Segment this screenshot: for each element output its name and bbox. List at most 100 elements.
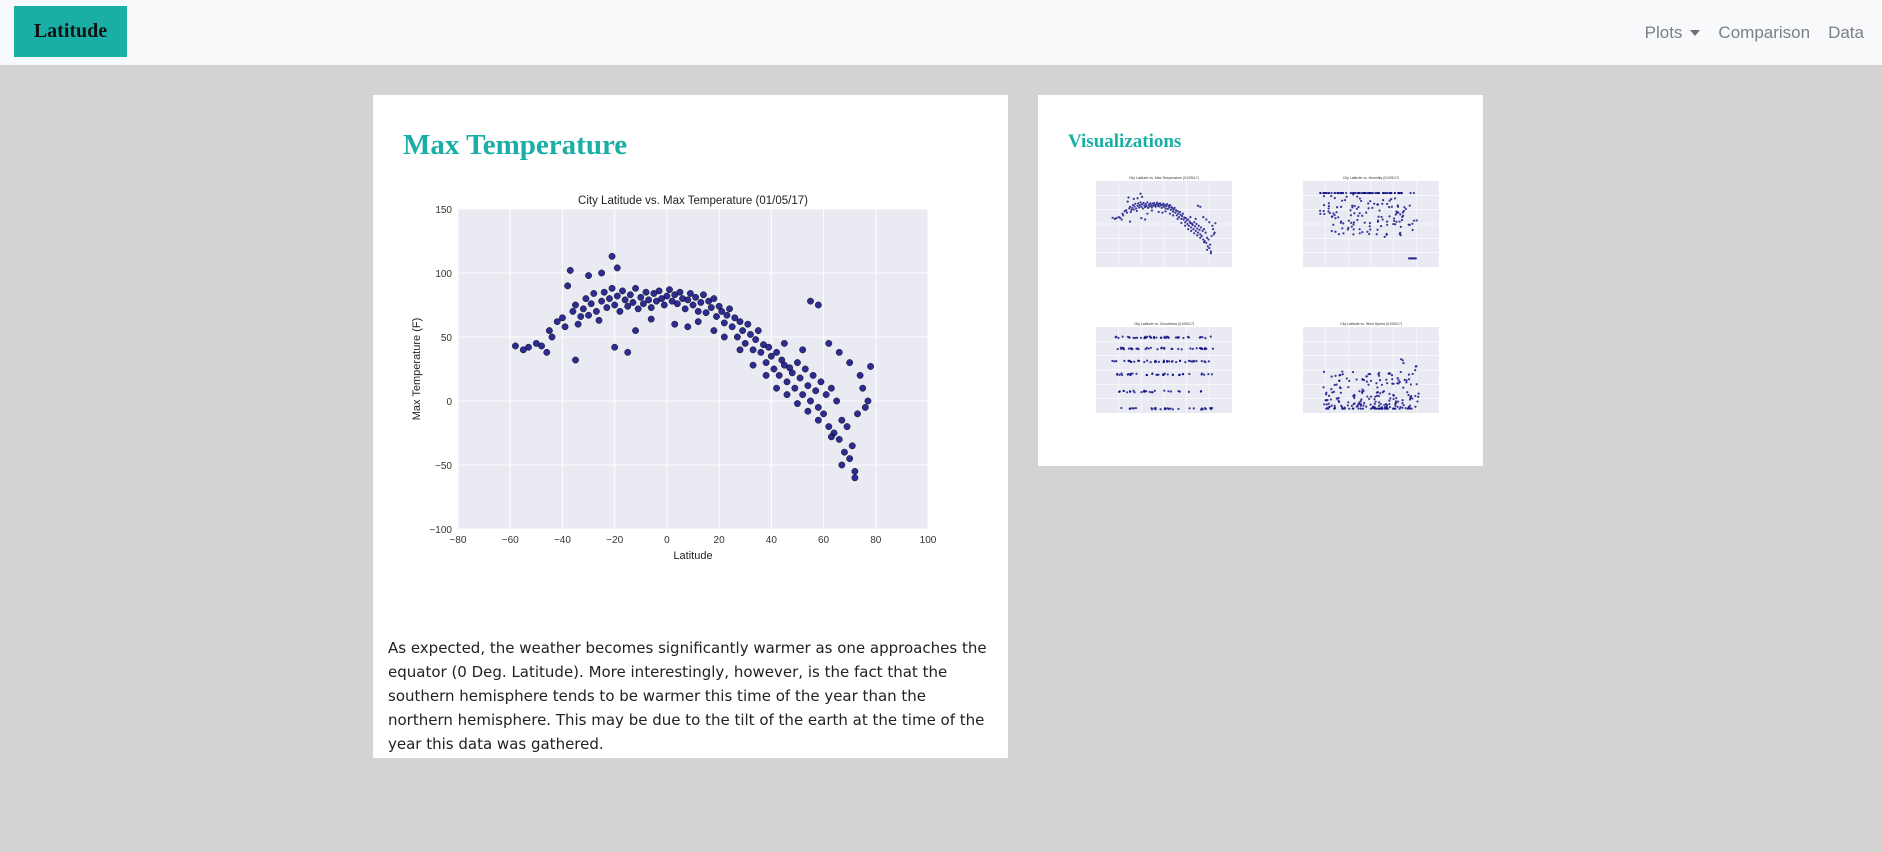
thumbnail-data-point [1319, 212, 1322, 215]
thumbnail-data-point [1393, 197, 1397, 200]
thumbnail-data-point [1322, 209, 1325, 213]
thumbnail-data-point [1155, 203, 1158, 206]
data-point [848, 442, 856, 450]
thumbnail-data-point [1138, 203, 1141, 207]
thumbnail-data-point [1184, 224, 1187, 227]
thumbnail-data-point [1358, 212, 1361, 215]
thumbnail-data-point [1201, 229, 1204, 232]
thumbnail-data-point [1156, 373, 1159, 376]
thumbnail-data-point [1362, 404, 1365, 407]
thumbnail-data-point [1144, 347, 1147, 351]
thumbnail-data-point [1339, 205, 1343, 208]
thumbnail-data-point [1126, 391, 1129, 394]
thumbnail-data-point [1128, 220, 1132, 223]
thumbnail-data-point [1378, 379, 1382, 382]
thumbnail-data-point [1340, 404, 1343, 407]
data-point [749, 361, 757, 369]
data-point [757, 348, 765, 356]
thumbnail-data-point [1138, 359, 1141, 362]
data-point [613, 264, 621, 272]
brand-link[interactable]: Latitude [14, 6, 127, 57]
thumbnail-data-point [1392, 222, 1395, 226]
thumbnail-data-point [1205, 347, 1208, 350]
data-point [728, 323, 736, 331]
data-point [838, 461, 846, 469]
thumbnail-data-point [1191, 360, 1194, 363]
thumbnail-data-point [1343, 198, 1347, 202]
thumbnail-data-point [1199, 233, 1202, 236]
data-point [770, 365, 778, 373]
thumbnail-data-point [1165, 202, 1169, 206]
nav-data-link[interactable]: Data [1828, 22, 1864, 42]
thumbnail-data-point [1383, 407, 1386, 410]
thumbnail-data-point [1335, 211, 1338, 214]
thumbnail-cloudiness[interactable]: City Latitude vs. Cloudiness (01/05/17) [1076, 319, 1236, 429]
data-point [645, 296, 653, 304]
thumbnail-data-point [1407, 378, 1411, 381]
thumbnail-data-point [1157, 360, 1161, 364]
thumbnail-data-point [1353, 204, 1356, 208]
thumbnail-data-point [1405, 379, 1408, 382]
data-point [710, 327, 718, 335]
data-point [720, 333, 728, 341]
thumbnail-data-point [1205, 241, 1208, 245]
data-point [553, 318, 561, 326]
thumbnail-data-point [1387, 206, 1391, 209]
data-point [608, 252, 616, 260]
thumbnail-data-point [1132, 197, 1135, 200]
thumbnail-data-point [1351, 206, 1354, 209]
thumbnail-data-point [1168, 212, 1172, 215]
thumbnail-data-point [1394, 213, 1397, 216]
thumbnail-data-point [1195, 347, 1198, 350]
thumbnail-data-point [1410, 395, 1413, 398]
nav-comparison-link[interactable]: Comparison [1718, 22, 1811, 42]
caret-down-icon [1690, 29, 1701, 36]
thumbnail-data-point [1158, 205, 1161, 208]
thumbnail-data-point [1208, 243, 1212, 246]
data-point [720, 319, 728, 327]
data-point [684, 323, 692, 331]
thumbnail-data-point [1342, 232, 1345, 235]
thumbnail-data-point [1154, 360, 1158, 363]
thumbnail-data-point [1389, 397, 1392, 400]
thumbnail-data-point [1374, 395, 1377, 398]
thumbnail-data-point [1200, 407, 1204, 410]
thumbnail-max-temperature[interactable]: City Latitude vs. Max Temperature (01/05… [1076, 173, 1236, 283]
thumbnail-data-point [1398, 220, 1401, 223]
data-point [846, 455, 854, 462]
thumbnail-wind-speed[interactable]: City Latitude vs. Wind Speed (01/05/17) [1283, 319, 1443, 429]
thumbnail-data-point [1127, 372, 1130, 376]
thumbnail-data-point [1404, 407, 1407, 410]
data-point [841, 448, 848, 456]
x-tick-label: 20 [714, 535, 726, 546]
thumbnail-data-point [1327, 407, 1330, 410]
x-tick-label: 60 [818, 535, 830, 546]
thumbnail-data-point [1149, 361, 1152, 364]
nav-plots-dropdown[interactable]: Plots [1645, 23, 1701, 43]
thumbnail-data-point [1327, 205, 1331, 208]
thumbnail-data-point [1116, 372, 1119, 375]
thumbnail-data-point [1360, 191, 1363, 195]
thumbnail-humidity[interactable]: City Latitude vs. Humidity (01/05/17) [1283, 173, 1443, 283]
thumbnail-data-point [1136, 204, 1139, 207]
thumbnail-data-point [1407, 373, 1411, 376]
thumbnail-data-point [1393, 219, 1396, 223]
thumbnail-data-point [1175, 361, 1178, 364]
thumbnail-data-point [1372, 405, 1375, 408]
thumbnail-data-point [1150, 407, 1153, 410]
thumbnail-data-point [1159, 408, 1162, 411]
data-point [590, 290, 598, 297]
thumbnail-data-point [1149, 335, 1152, 339]
thumbnail-data-point [1144, 202, 1147, 206]
thumbnail-data-point [1396, 205, 1400, 208]
thumbnail-data-point [1140, 205, 1143, 208]
data-point [710, 295, 718, 303]
thumbnail-data-point [1192, 228, 1195, 231]
thumbnail-data-point [1385, 378, 1388, 381]
thumbnail-data-point [1143, 389, 1146, 392]
data-point [814, 403, 822, 411]
thumbnail-data-point [1383, 403, 1386, 407]
thumbnail-data-point [1160, 346, 1164, 349]
thumbnail-data-point [1327, 402, 1330, 405]
data-point [600, 288, 608, 296]
